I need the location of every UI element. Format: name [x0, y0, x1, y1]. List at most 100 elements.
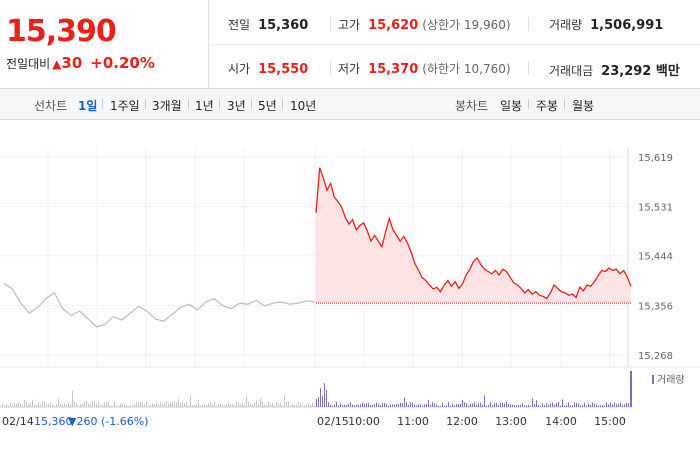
volume-bar [184, 403, 185, 407]
volume-bar [466, 403, 467, 407]
volume-bar [258, 404, 259, 407]
volume-bar [340, 403, 341, 407]
volume-bar [524, 405, 525, 407]
tab-1day[interactable]: 1일 [78, 99, 98, 113]
y-tick-label: 15,444 [638, 252, 673, 263]
chart-period-tabs: 선차트 1일 1주일 3개월 1년 3년 5년 10년 봉차트 일봉 주봉 월봉 [0, 89, 700, 120]
volume-bar [232, 404, 233, 407]
volume-bar [402, 403, 403, 407]
y-tick-label: 15,356 [638, 301, 673, 312]
tab-1week[interactable]: 1주일 [110, 99, 140, 113]
volume-bar [532, 398, 533, 407]
volume-bar [582, 405, 583, 407]
volume-bar [380, 405, 381, 407]
tab-3year[interactable]: 3년 [227, 99, 246, 113]
volume-bar [308, 403, 309, 407]
tab-monthly-candle[interactable]: 월봉 [572, 99, 595, 113]
tab-weekly-candle[interactable]: 주봉 [536, 99, 559, 113]
volume-bar [14, 402, 15, 407]
volume-bar [520, 404, 521, 407]
volume-bar [118, 405, 119, 407]
volume-bar [174, 401, 175, 407]
volume-bar [556, 403, 557, 407]
volume-bar [522, 403, 523, 407]
volume-bar [62, 403, 63, 407]
volume-bar [622, 405, 623, 407]
volume-bar [604, 405, 605, 407]
volume-bar [66, 404, 67, 407]
volume-bar [150, 404, 151, 407]
volume-bar [220, 403, 221, 407]
tab-5year[interactable]: 5년 [258, 99, 277, 113]
volume-bar [168, 403, 169, 407]
volume-bar [424, 404, 425, 407]
divider [251, 99, 252, 109]
volume-bar [366, 403, 367, 407]
volume-bar [574, 402, 575, 407]
volume-bar [82, 404, 83, 407]
volume-bar [354, 405, 355, 407]
volume-bar [138, 402, 139, 407]
volume-bar [430, 405, 431, 407]
volume-bar [140, 401, 141, 407]
volume-bar [320, 388, 321, 407]
tab-1year[interactable]: 1년 [195, 99, 214, 113]
volume-bar [578, 403, 579, 407]
volume-bar [342, 405, 343, 407]
divider [188, 99, 189, 109]
divider [330, 61, 331, 75]
volume-bar [2, 403, 3, 407]
tab-10year[interactable]: 10년 [290, 99, 317, 113]
volume-bar [554, 404, 555, 407]
volume-bar [186, 401, 187, 407]
volume-bar [24, 399, 25, 407]
tab-daily-candle[interactable]: 일봉 [500, 99, 523, 113]
volume-bar [616, 404, 617, 407]
volume-bar [624, 404, 625, 407]
volume-bar [610, 402, 611, 407]
volume-bar [540, 405, 541, 407]
volume-bar [114, 401, 115, 407]
volume-bar [484, 395, 485, 407]
volume-bar [34, 404, 35, 407]
volume-bar [60, 403, 61, 407]
volume-bar [96, 403, 97, 407]
volume-bar [442, 402, 443, 407]
volume-bar [270, 404, 271, 407]
x-tick-label: 15:00 [594, 415, 626, 428]
volume-bar [448, 402, 449, 407]
volume-bar [506, 401, 507, 407]
volume-bar [514, 405, 515, 407]
volume-bar [314, 405, 315, 407]
volume-bar [368, 403, 369, 407]
volume-bar [560, 405, 561, 407]
volume-bar [502, 403, 503, 407]
divider [330, 17, 331, 31]
volume-bar [350, 402, 351, 407]
volume-bar [198, 399, 199, 407]
volume-bar [280, 402, 281, 407]
volume-bar [356, 404, 357, 407]
volume-bar [478, 403, 479, 407]
volume-bar [352, 404, 353, 407]
volume-bar [414, 404, 415, 407]
volume-bar [204, 404, 205, 407]
volume-bar [264, 404, 265, 407]
volume-bar [294, 404, 295, 407]
volume-bar [176, 401, 177, 407]
prev-session-close: 15,360 [34, 415, 73, 428]
x-tick-label: 10:00 [348, 415, 380, 428]
volume-bar [132, 405, 133, 407]
volume-bar [558, 402, 559, 407]
volume-bar [142, 402, 143, 407]
volume-bar [50, 402, 51, 407]
volume-bar [256, 401, 257, 407]
volume-bar [40, 404, 41, 407]
volume-bar [544, 405, 545, 407]
volume-bar [546, 403, 547, 407]
volume-bar [284, 395, 285, 407]
volume-bar [400, 402, 401, 407]
volume-bar [12, 404, 13, 407]
volume-bar [200, 405, 201, 407]
tab-3month[interactable]: 3개월 [152, 99, 182, 113]
